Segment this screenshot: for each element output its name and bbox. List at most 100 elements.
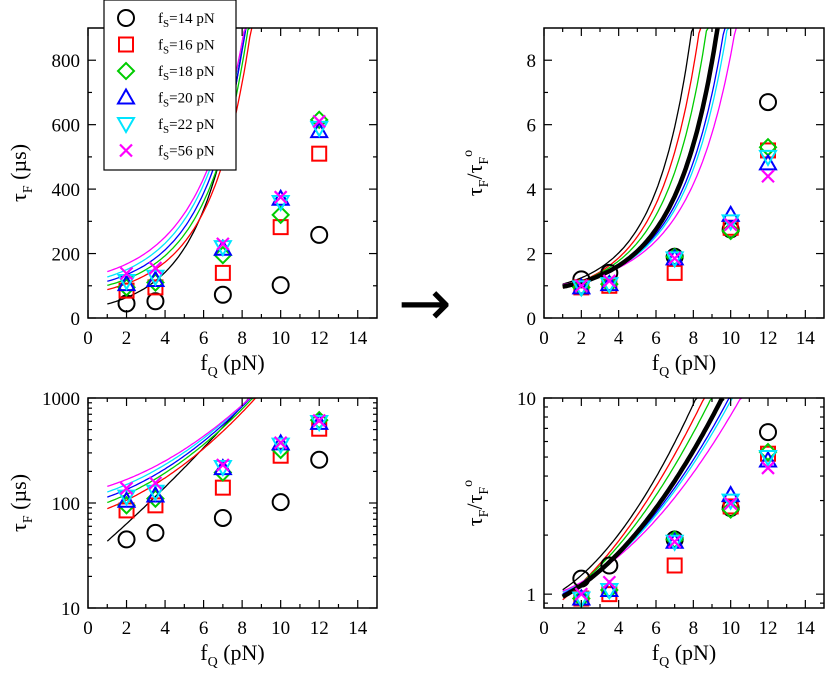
data-point — [273, 190, 288, 204]
x-tick-label: 2 — [122, 328, 132, 349]
x-tick-label: 10 — [271, 328, 290, 349]
data-point — [272, 219, 289, 236]
x-tick-label: 10 — [721, 618, 740, 639]
y-tick-label: 0 — [527, 309, 537, 330]
data-point — [213, 245, 233, 265]
legend-marker — [119, 143, 133, 158]
data-point — [758, 442, 778, 462]
legend-label: fS=20 pN — [158, 91, 215, 110]
data-points — [116, 410, 329, 549]
x-tick-label: 2 — [577, 328, 587, 349]
x-axis-label: fQ (pN) — [652, 640, 717, 670]
x-tick-label: 4 — [614, 328, 624, 349]
data-point — [116, 489, 137, 507]
data-point — [758, 137, 778, 157]
x-tick-label: 6 — [199, 328, 209, 349]
data-point — [574, 279, 589, 293]
data-point — [311, 145, 328, 162]
y-tick-label: 10 — [61, 599, 80, 620]
data-points — [571, 423, 778, 609]
y-tick-label: 8 — [527, 51, 537, 72]
fit-curve — [562, 28, 694, 285]
data-point — [312, 413, 326, 428]
data-point — [213, 508, 232, 527]
data-point — [273, 435, 288, 450]
fit-curve — [107, 398, 252, 488]
data-point — [602, 274, 617, 288]
x-tick-label: 4 — [160, 328, 170, 349]
x-axis-label: fQ (pN) — [200, 640, 265, 670]
data-point — [758, 153, 778, 171]
legend-marker — [117, 9, 135, 27]
data-point — [758, 149, 778, 167]
x-tick-label: 10 — [271, 618, 290, 639]
data-point — [271, 205, 291, 225]
fit-curve — [562, 398, 743, 592]
panel-tl: 0 2 4 6 8 10 12 14 0 200 400 600 800 fQ (pN) τF (µs) — [6, 27, 378, 380]
data-point — [667, 534, 682, 549]
data-point — [216, 458, 230, 472]
x-tick-label: 8 — [237, 328, 247, 349]
x-tick-label: 8 — [689, 328, 699, 349]
y-axis-label: τF/τFo — [461, 480, 492, 526]
data-point — [148, 261, 163, 275]
x-tick-label: 4 — [160, 618, 170, 639]
data-point — [602, 575, 617, 590]
fit-curves — [106, 398, 258, 542]
x-tick-label: 2 — [122, 618, 132, 639]
fit-curve — [107, 398, 258, 510]
legend-label: fS=16 pN — [158, 38, 215, 57]
legend-marker — [116, 87, 136, 105]
data-point — [214, 479, 231, 496]
x-axis-label: fQ (pN) — [652, 350, 717, 380]
y-tick-label: 1000 — [42, 389, 80, 410]
data-point — [574, 587, 589, 601]
data-point — [310, 450, 329, 469]
data-point — [310, 225, 329, 244]
x-tick-label: 6 — [651, 618, 661, 639]
arrow-glyph: → — [398, 267, 452, 341]
axes-frame — [543, 397, 825, 609]
data-point — [723, 217, 738, 232]
y-axis-label: τF (µs) — [6, 144, 36, 202]
y-tick-label: 6 — [527, 116, 537, 137]
data-point — [761, 169, 775, 183]
legend-label: fS=14 pN — [158, 11, 215, 30]
x-tick-label: 6 — [199, 618, 209, 639]
x-tick-label: 12 — [759, 618, 778, 639]
arrow: → — [398, 267, 452, 341]
data-point — [116, 490, 137, 508]
data-point — [270, 433, 291, 451]
data-point — [759, 423, 777, 442]
legend-label: fS=22 pN — [158, 117, 215, 136]
y-axis-label: τF/τFo — [461, 150, 492, 196]
fit-curve — [106, 398, 251, 542]
data-point — [666, 557, 683, 574]
legend-label: fS=56 pN — [158, 144, 215, 163]
legend-marker — [118, 36, 134, 53]
x-tick-label: 4 — [614, 618, 624, 639]
y-tick-label: 800 — [52, 51, 81, 72]
data-point — [271, 493, 290, 512]
data-point — [599, 582, 620, 601]
y-tick-label: 1 — [527, 585, 537, 606]
fit-curves — [562, 28, 737, 289]
master-fit-curve — [561, 398, 725, 599]
x-tick-label: 12 — [310, 328, 329, 349]
data-point — [270, 188, 291, 206]
data-point — [758, 450, 778, 468]
data-point — [312, 114, 326, 129]
legend: fS=14 pN fS=16 pN fS=18 pN fS=20 pN fS=22 pN… — [103, 0, 237, 171]
data-point — [271, 276, 290, 295]
data-point — [723, 496, 738, 511]
x-tick-label: 0 — [83, 328, 93, 349]
y-tick-label: 600 — [52, 116, 81, 137]
data-point — [664, 534, 685, 552]
x-tick-label: 14 — [348, 328, 368, 349]
x-tick-label: 0 — [83, 618, 93, 639]
data-point — [119, 481, 134, 496]
x-tick-label: 14 — [796, 328, 816, 349]
data-point — [146, 292, 165, 311]
